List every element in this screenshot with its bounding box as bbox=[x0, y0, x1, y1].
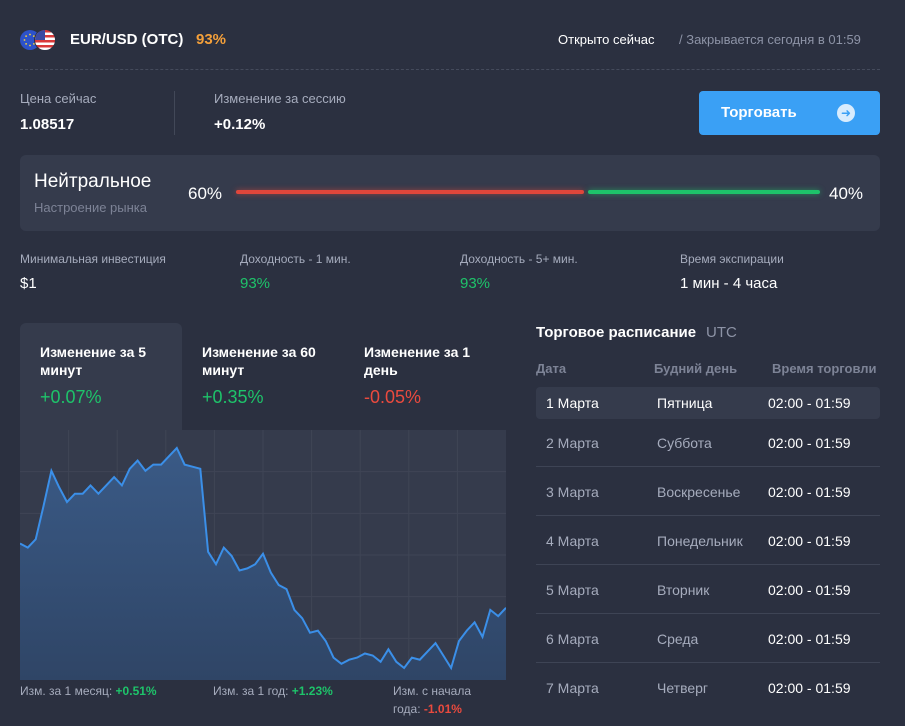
schedule-row: 3 Марта Воскресенье 02:00 - 01:59 bbox=[536, 476, 880, 508]
session-change-label: Изменение за сессию bbox=[214, 91, 346, 106]
yield-1min-label: Доходность - 1 мин. bbox=[240, 252, 351, 266]
arrow-right-icon: ➜ bbox=[837, 104, 855, 122]
schedule-row: 4 Марта Понедельник 02:00 - 01:59 bbox=[536, 525, 880, 557]
schedule-row-divider bbox=[536, 564, 880, 565]
change-tabs: Изменение за 5 минут +0.07% Изменение за… bbox=[20, 323, 506, 430]
month-change: Изм. за 1 месяц: +0.51% bbox=[20, 684, 157, 698]
schedule-time: 02:00 - 01:59 bbox=[768, 395, 851, 411]
schedule-row: 6 Марта Среда 02:00 - 01:59 bbox=[536, 623, 880, 655]
schedule-header-weekday: Будний день bbox=[654, 361, 738, 376]
yield-1min-value: 93% bbox=[240, 275, 271, 292]
year-change-label: Изм. за 1 год: bbox=[213, 684, 289, 698]
yield-5min-value: 93% bbox=[460, 275, 491, 292]
schedule-row-divider bbox=[536, 662, 880, 663]
schedule-date: 3 Марта bbox=[546, 484, 599, 500]
price-divider bbox=[174, 91, 175, 135]
schedule-timezone: UTC bbox=[706, 324, 737, 341]
month-change-value: +0.51% bbox=[115, 684, 157, 698]
schedule-time: 02:00 - 01:59 bbox=[768, 680, 851, 696]
trade-button[interactable]: Торговать ➜ bbox=[699, 91, 880, 135]
us-flag-icon bbox=[34, 29, 56, 51]
month-change-label: Изм. за 1 месяц: bbox=[20, 684, 113, 698]
expiration-value: 1 мин - 4 часа bbox=[680, 275, 778, 292]
asset-payout: 93% bbox=[196, 31, 227, 48]
schedule-weekday: Вторник bbox=[657, 582, 710, 598]
schedule-date: 6 Марта bbox=[546, 631, 599, 647]
price-value: 1.08517 bbox=[20, 116, 75, 133]
trade-button-label: Торговать bbox=[721, 104, 797, 121]
tab-change-60min-value: +0.35% bbox=[202, 387, 264, 407]
schedule-time: 02:00 - 01:59 bbox=[768, 582, 851, 598]
tab-change-1day-title: Изменение за 1 день bbox=[364, 344, 471, 378]
schedule-row: 5 Марта Вторник 02:00 - 01:59 bbox=[536, 574, 880, 606]
year-change: Изм. за 1 год: +1.23% bbox=[213, 684, 333, 698]
schedule-header-time: Время торговли bbox=[772, 361, 877, 376]
chart-price-line bbox=[20, 446, 506, 671]
yield-5min-label: Доходность - 5+ мин. bbox=[460, 252, 578, 266]
market-sentiment-panel: Нейтральное Настроение рынка 60% 40% bbox=[20, 155, 880, 231]
schedule-row-divider bbox=[536, 515, 880, 516]
schedule-weekday: Понедельник bbox=[657, 533, 743, 549]
schedule-weekday: Суббота bbox=[657, 435, 712, 451]
price-chart bbox=[20, 430, 506, 680]
sentiment-buy-bar bbox=[588, 190, 820, 194]
schedule-title: Торговое расписание bbox=[536, 324, 697, 341]
session-change-value: +0.12% bbox=[214, 116, 266, 133]
tab-change-5min[interactable]: Изменение за 5 минут +0.07% bbox=[20, 323, 182, 430]
price-label: Цена сейчас bbox=[20, 91, 97, 106]
currency-flags bbox=[20, 29, 56, 51]
tab-change-60min[interactable]: Изменение за 60 минут +0.35% bbox=[182, 323, 344, 430]
tab-change-5min-title: Изменение за 5 минут bbox=[40, 344, 147, 378]
schedule-date: 5 Марта bbox=[546, 582, 599, 598]
sentiment-buy-percent: 40% bbox=[829, 184, 864, 203]
sentiment-subtitle: Настроение рынка bbox=[34, 200, 148, 215]
schedule-row: 1 Марта Пятница 02:00 - 01:59 bbox=[536, 387, 880, 419]
schedule-weekday: Воскресенье bbox=[657, 484, 741, 500]
chart-area-fill bbox=[20, 448, 506, 680]
schedule-date: 7 Марта bbox=[546, 680, 599, 696]
min-investment-value: $1 bbox=[20, 275, 37, 292]
tab-change-5min-value: +0.07% bbox=[40, 387, 102, 407]
schedule-row-divider bbox=[536, 466, 880, 467]
schedule-time: 02:00 - 01:59 bbox=[768, 435, 851, 451]
schedule-date: 2 Марта bbox=[546, 435, 599, 451]
schedule-date: 4 Марта bbox=[546, 533, 599, 549]
schedule-row: 2 Марта Суббота 02:00 - 01:59 bbox=[536, 427, 880, 459]
schedule-time: 02:00 - 01:59 bbox=[768, 631, 851, 647]
expiration-label: Время экспирации bbox=[680, 252, 784, 266]
sentiment-title: Нейтральное bbox=[34, 171, 152, 192]
tab-change-1day-value: -0.05% bbox=[364, 387, 422, 407]
market-close-time: / Закрывается сегодня в 01:59 bbox=[679, 32, 861, 47]
sentiment-sell-bar bbox=[236, 190, 584, 194]
schedule-weekday: Среда bbox=[657, 631, 699, 647]
ytd-change-value: -1.01% bbox=[423, 702, 462, 716]
schedule-time: 02:00 - 01:59 bbox=[768, 533, 851, 549]
sentiment-sell-percent: 60% bbox=[188, 184, 223, 203]
ytd-change: года: -1.01% bbox=[393, 702, 462, 716]
schedule-time: 02:00 - 01:59 bbox=[768, 484, 851, 500]
schedule-row: 7 Марта Четверг 02:00 - 01:59 bbox=[536, 672, 880, 704]
asset-name: EUR/USD (OTC) bbox=[70, 31, 184, 48]
min-investment-label: Минимальная инвестиция bbox=[20, 252, 166, 266]
header-divider bbox=[20, 69, 880, 70]
schedule-row-divider bbox=[536, 613, 880, 614]
market-open-status: Открыто сейчас bbox=[558, 32, 655, 47]
schedule-weekday: Четверг bbox=[657, 680, 709, 696]
schedule-header-date: Дата bbox=[536, 361, 567, 376]
tab-change-1day[interactable]: Изменение за 1 день -0.05% bbox=[344, 323, 506, 430]
schedule-date: 1 Марта bbox=[546, 395, 599, 411]
tab-change-60min-title: Изменение за 60 минут bbox=[202, 344, 316, 378]
schedule-weekday: Пятница bbox=[657, 395, 713, 411]
year-change-value: +1.23% bbox=[291, 684, 333, 698]
ytd-change-label-line1: Изм. с начала bbox=[393, 684, 472, 698]
ytd-change-label-line2: года: bbox=[393, 702, 421, 716]
